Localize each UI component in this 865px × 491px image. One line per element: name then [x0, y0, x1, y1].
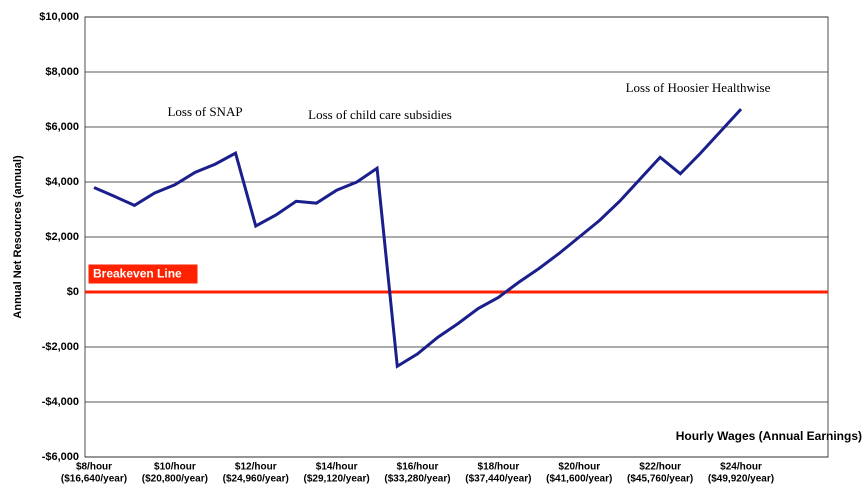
x-tick-label: $18/hour — [478, 462, 520, 473]
plot-border — [84, 16, 829, 458]
x-tick-label: $8/hour — [76, 462, 112, 473]
y-tick-label: $6,000 — [45, 121, 79, 133]
annotation: Loss of Hoosier Healthwise — [626, 80, 771, 95]
x-tick-label: ($37,440/year) — [465, 474, 531, 485]
x-tick-label: ($29,120/year) — [304, 474, 370, 485]
x-tick-label: $24/hour — [720, 462, 762, 473]
x-tick-label: $20/hour — [558, 462, 600, 473]
x-tick-label: $10/hour — [154, 462, 196, 473]
x-tick-label: ($16,640/year) — [61, 474, 127, 485]
x-tick-label: ($41,600/year) — [546, 474, 612, 485]
annotation: Loss of child care subsidies — [308, 107, 452, 122]
y-tick-label: -$2,000 — [42, 341, 79, 353]
y-tick-label: $8,000 — [45, 66, 79, 78]
x-tick-label: ($33,280/year) — [384, 474, 450, 485]
breakeven-label: Breakeven Line — [93, 267, 182, 281]
x-tick-label: $14/hour — [316, 462, 358, 473]
x-tick-label: ($49,920/year) — [708, 474, 774, 485]
x-tick-label: ($24,960/year) — [223, 474, 289, 485]
y-tick-label: $0 — [67, 286, 79, 298]
x-tick-label: ($20,800/year) — [142, 474, 208, 485]
x-axis-label: Hourly Wages (Annual Earnings) — [676, 429, 862, 443]
x-tick-label: ($45,760/year) — [627, 474, 693, 485]
y-axis-label: Annual Net Resources (annual) — [12, 155, 24, 319]
y-tick-label: -$4,000 — [42, 396, 79, 408]
annotation: Loss of SNAP — [167, 104, 242, 119]
x-tick-label: $16/hour — [397, 462, 439, 473]
y-tick-label: -$6,000 — [42, 451, 79, 463]
y-tick-label: $2,000 — [45, 231, 79, 243]
x-tick-label: $22/hour — [639, 462, 681, 473]
breakeven-box — [87, 263, 199, 285]
y-tick-label: $4,000 — [45, 176, 79, 188]
y-tick-label: $10,000 — [39, 11, 79, 23]
x-tick-label: $12/hour — [235, 462, 277, 473]
series-line — [93, 108, 743, 369]
